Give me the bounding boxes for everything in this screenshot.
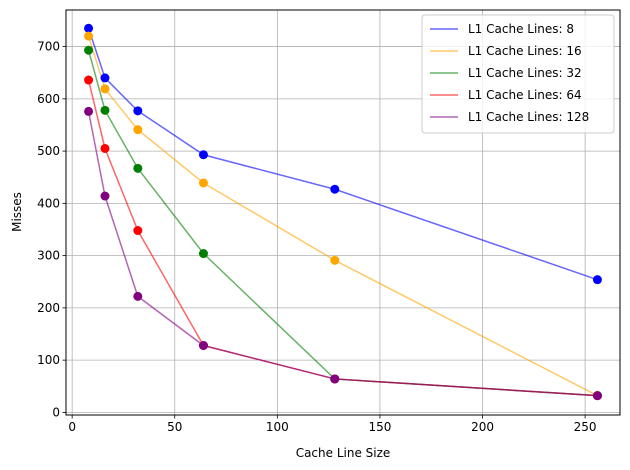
data-point [198, 340, 208, 350]
legend-entry: L1 Cache Lines: 8 [468, 22, 574, 36]
data-point [592, 391, 602, 401]
y-tick-label: 500 [37, 144, 60, 158]
plot-frame [65, 9, 621, 416]
data-point [100, 105, 110, 115]
data-point [133, 106, 143, 116]
data-point [84, 106, 94, 116]
data-point [84, 45, 94, 55]
data-point [84, 31, 94, 41]
data-point [100, 84, 110, 94]
data-point [330, 255, 340, 265]
x-axis: 0 50 100 150 200 250 [68, 415, 597, 434]
y-tick-label: 400 [37, 196, 60, 210]
x-tick-label: 50 [167, 420, 182, 434]
data-point [330, 184, 340, 194]
data-point [592, 275, 602, 285]
y-tick-label: 100 [37, 353, 60, 367]
legend-entry: L1 Cache Lines: 16 [468, 44, 582, 58]
x-tick-label: 250 [574, 420, 597, 434]
y-tick-label: 700 [37, 40, 60, 54]
y-tick-label: 600 [37, 92, 60, 106]
data-point [100, 143, 110, 153]
data-point [133, 125, 143, 135]
y-tick-label: 300 [37, 249, 60, 263]
x-tick-label: 200 [471, 420, 494, 434]
data-point [84, 23, 94, 33]
data-point [198, 178, 208, 188]
series-line-5 [87, 111, 598, 397]
x-tick-label: 0 [68, 420, 76, 434]
data-point [84, 75, 94, 85]
x-tick-label: 100 [266, 420, 289, 434]
y-axis-label: Misses [10, 192, 24, 232]
data-point [133, 291, 143, 301]
y-tick-label: 0 [52, 405, 60, 419]
series-line-1 [87, 28, 598, 281]
data-point [330, 374, 340, 384]
legend-entry: L1 Cache Lines: 32 [468, 66, 582, 80]
series-points [84, 23, 602, 401]
data-point [133, 163, 143, 173]
data-point [198, 150, 208, 160]
legend: L1 Cache Lines: 8 L1 Cache Lines: 16 L1 Ca… [421, 14, 615, 134]
data-point [133, 226, 143, 236]
legend-entry: L1 Cache Lines: 128 [468, 110, 589, 124]
legend-entry: L1 Cache Lines: 64 [468, 88, 582, 102]
data-point [100, 73, 110, 83]
legend-box [421, 14, 615, 134]
data-point [100, 191, 110, 201]
y-axis: 0 100 200 300 400 500 600 700 [37, 40, 66, 419]
y-tick-label: 200 [37, 301, 60, 315]
data-point [198, 249, 208, 259]
x-axis-label: Cache Line Size [296, 446, 391, 460]
x-tick-label: 150 [368, 420, 391, 434]
